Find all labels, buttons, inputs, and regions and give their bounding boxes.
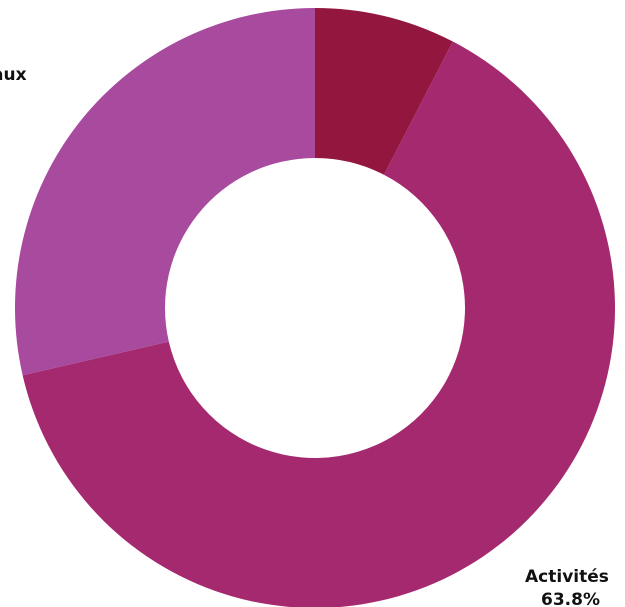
slice-labels: aux Activités 63.8% xyxy=(0,65,609,607)
donut-slice-0 xyxy=(315,8,453,175)
slice-label-activites-value: 63.8% xyxy=(541,590,600,607)
slice-label-left-name: aux xyxy=(0,65,27,85)
donut-slice-1 xyxy=(22,41,615,607)
donut-slices xyxy=(14,8,615,607)
donut-slice-2 xyxy=(14,8,316,376)
slice-label-activites-name: Activités xyxy=(525,567,609,587)
